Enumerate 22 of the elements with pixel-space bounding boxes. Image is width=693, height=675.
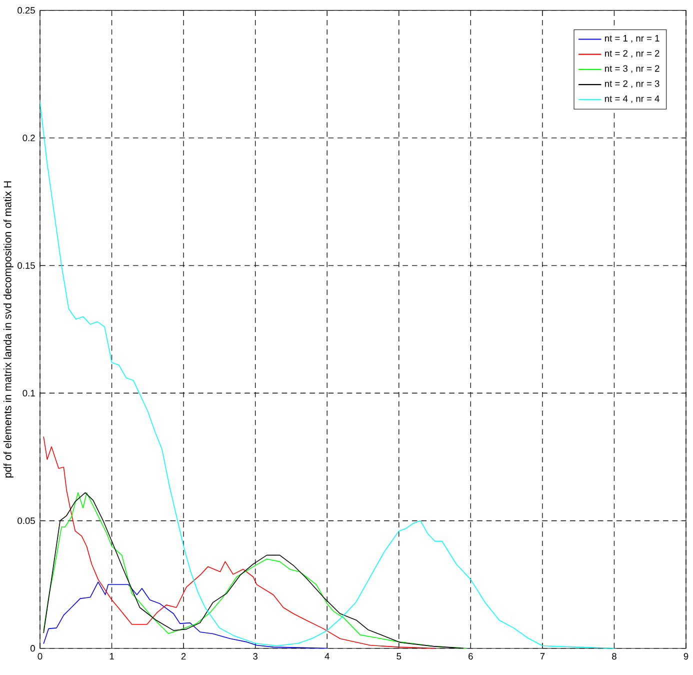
y-tick-label: 0.05 <box>18 517 35 524</box>
y-tick-label: 0.25 <box>18 7 35 14</box>
legend-label: nt = 2 , nr = 2 <box>605 50 660 58</box>
x-tick-label: 5 <box>396 653 402 660</box>
legend-label: nt = 2 , nr = 3 <box>605 80 660 88</box>
x-tick-label: 1 <box>110 653 114 660</box>
y-tick-label: 0.1 <box>22 390 35 396</box>
y-tick-label: 0 <box>30 645 35 652</box>
x-tick-label: 2 <box>181 653 186 660</box>
x-tick-label: 0 <box>38 653 42 660</box>
y-tick-label: 0.2 <box>22 134 35 142</box>
x-tick-label: 4 <box>324 653 330 660</box>
x-tick-label: 3 <box>253 653 258 660</box>
legend-label: nt = 3 , nr = 2 <box>605 65 660 73</box>
x-tick-label: 6 <box>468 653 473 660</box>
x-tick-label: 8 <box>612 653 616 660</box>
x-tick-label: 9 <box>684 653 688 660</box>
y-tick-label: 0.15 <box>18 262 35 269</box>
legend-label: nt = 1 , nr = 1 <box>605 35 660 43</box>
legend-label: nt = 4 , nr = 4 <box>605 95 660 104</box>
y-axis-title: pdf of elements in matrix landa in svd decomposition of matix H <box>3 181 14 478</box>
x-tick-label: 7 <box>540 653 545 660</box>
